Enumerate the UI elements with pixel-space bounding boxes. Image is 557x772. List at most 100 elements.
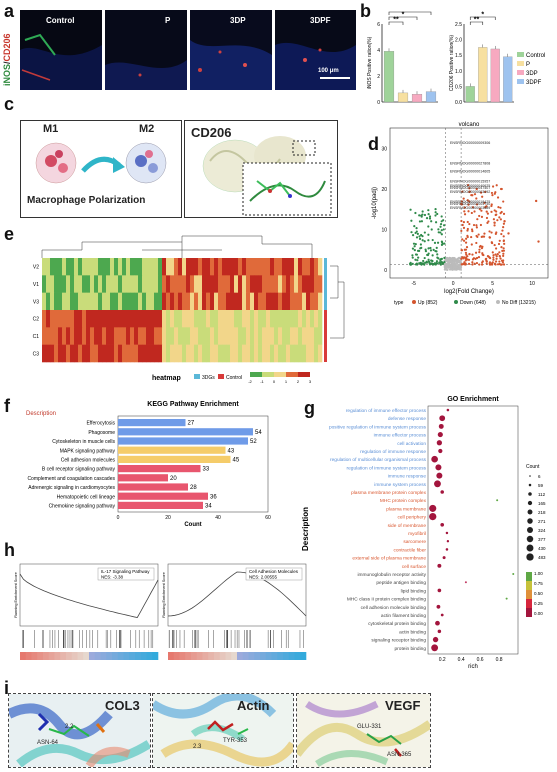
e-cell: [94, 275, 99, 293]
e-cell: [110, 258, 115, 276]
g-padj-swatch-1: [526, 581, 532, 590]
h-band-0: [152, 652, 159, 660]
vegf-label: VEGF: [385, 698, 421, 713]
d-point-down: [422, 262, 425, 265]
d-point-nodiff: [453, 265, 456, 268]
e-cell: [310, 327, 315, 345]
b-ytick-1-1: 0.5: [455, 84, 462, 90]
g-dot-0: [446, 408, 450, 412]
e-cell: [142, 344, 147, 363]
d-point-down: [439, 225, 442, 228]
d-point-down: [438, 261, 441, 264]
e-cell: [54, 275, 59, 293]
e-cell: [150, 344, 155, 363]
d-point-up: [492, 254, 495, 257]
d-point-up: [503, 242, 506, 245]
e-cell: [114, 292, 119, 311]
e-cell: [110, 292, 115, 311]
e-cell: [130, 310, 135, 328]
g-count-dot-4: [527, 509, 533, 515]
g-dot-5: [438, 448, 443, 454]
actin-label: Actin: [237, 698, 270, 713]
e-cell: [74, 327, 79, 345]
e-cell: [278, 344, 283, 363]
d-point-up: [486, 255, 490, 258]
d-point-up: [460, 219, 463, 223]
d-point-up: [463, 248, 466, 251]
e-cell: [310, 258, 315, 276]
e-legend-swatch-control: [218, 374, 224, 379]
d-point-up: [494, 232, 497, 235]
e-cell: [98, 258, 103, 276]
e-cell: [190, 258, 195, 276]
b-ytick-1-5: 2.5: [455, 22, 462, 28]
h-band-0: [89, 652, 96, 660]
d-legend-label-0: Up (852): [418, 300, 438, 306]
d-point-down: [415, 230, 418, 233]
e-scale-tick-2: 0: [273, 379, 276, 384]
polarization-caption: Macrophage Polarization: [27, 195, 146, 206]
d-point-up-outlier: [534, 199, 538, 203]
h-band-1: [237, 652, 244, 660]
panel-g-go: GO Enrichment regulation of immune effect…: [300, 392, 557, 682]
d-point-up: [486, 212, 489, 215]
e-cell: [150, 275, 155, 293]
d-point-nodiff: [447, 260, 450, 263]
e-cell: [142, 275, 147, 293]
e-cell: [246, 292, 251, 311]
e-cell: [258, 344, 263, 363]
d-point-down: [431, 254, 434, 257]
e-cell: [226, 275, 231, 293]
e-cell: [206, 310, 211, 328]
d-point-up: [478, 214, 481, 218]
g-term-6: regulation of multicellular organismal p…: [330, 457, 427, 463]
e-cell: [222, 292, 227, 311]
g-title: GO Enrichment: [447, 396, 499, 403]
e-cell: [274, 327, 279, 345]
d-point-down: [435, 262, 438, 265]
e-cell: [94, 258, 99, 276]
b-bar-0-2: [411, 94, 423, 103]
e-cell: [102, 275, 107, 293]
e-cell: [58, 275, 63, 293]
d-point-up: [502, 249, 506, 252]
g-padj-swatch-3: [526, 599, 532, 608]
e-cell: [54, 344, 59, 363]
e-cell: [130, 275, 135, 293]
e-cell: [234, 292, 239, 311]
g-count-label-8: 430: [538, 546, 546, 551]
e-cell: [170, 344, 175, 363]
e-scale-tick-4: 2: [297, 379, 300, 384]
d-point-up: [462, 239, 466, 242]
d-point-up: [460, 202, 463, 206]
e-dendrogram-top-branch: [142, 242, 222, 258]
d-point-up: [494, 213, 497, 217]
f-xlabel: Count: [184, 522, 201, 528]
g-count-dot-2: [528, 492, 532, 496]
d-point-up: [475, 261, 479, 265]
e-cell: [238, 327, 243, 345]
e-cell: [306, 344, 311, 363]
e-cell: [190, 292, 195, 311]
e-cell: [122, 275, 127, 293]
d-point-down: [415, 236, 419, 239]
e-cell: [214, 292, 219, 311]
d-point-up: [502, 263, 506, 266]
e-cell: [210, 258, 215, 276]
e-cell: [234, 275, 239, 293]
g-count-dot-5: [527, 518, 533, 524]
g-dot-20: [512, 573, 515, 575]
e-cell: [158, 292, 163, 311]
e-cell: [74, 292, 79, 311]
e-cell: [154, 275, 159, 293]
d-ylabel: -log10(padj): [372, 187, 378, 219]
e-cell: [306, 275, 311, 293]
e-cell: [266, 344, 271, 363]
e-cell: [66, 292, 71, 311]
d-point-up: [461, 256, 464, 259]
d-point-down: [440, 261, 443, 264]
panel-i-vegf: VEGF GLU-331 ASN-365: [293, 693, 433, 768]
e-cell: [46, 310, 51, 328]
d-point-up: [473, 193, 477, 196]
g-count-label-1: 59: [538, 483, 544, 488]
